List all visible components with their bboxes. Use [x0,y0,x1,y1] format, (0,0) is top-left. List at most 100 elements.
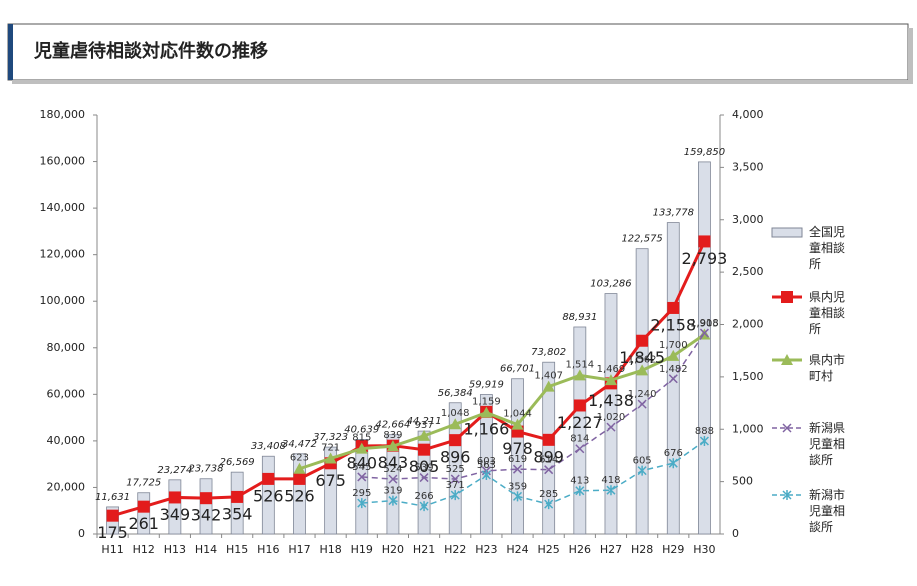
marker [418,443,431,456]
y-tick-label: 160,000 [40,155,86,168]
y-tick-label: 60,000 [47,387,86,400]
line [361,332,706,480]
x-tick-label: H17 [288,543,310,556]
data-label: 978 [502,439,533,458]
marker [449,434,462,447]
data-label: 563 [477,460,496,471]
data-label: 1,438 [588,391,634,410]
x-tick-label: H21 [413,543,435,556]
y2-tick-label: 0 [732,527,739,540]
data-label: 937 [415,420,434,431]
data-label: 159,850 [684,147,725,158]
marker [667,301,680,314]
x-tick-label: H11 [101,543,123,556]
data-label: 1,240 [628,389,657,400]
x-tick-label: H30 [693,543,715,556]
data-label: 675 [315,471,346,490]
marker [512,464,523,474]
legend-label: 全国児童相談所 [809,224,845,271]
data-label: 815 [352,433,371,444]
marker [542,380,555,392]
marker [573,399,586,412]
data-label: 285 [539,489,558,500]
data-label: 605 [633,456,652,467]
data-label: 2,158 [650,315,696,334]
y2-tick-label: 2,500 [732,265,764,278]
marker [480,406,493,418]
marker [782,423,792,433]
data-label: 1,166 [463,419,509,438]
data-label: 133,778 [653,208,694,219]
y-tick-label: 100,000 [40,294,86,307]
data-label: 413 [570,476,589,487]
data-label: 59,919 [469,380,504,391]
marker [231,490,244,503]
data-label: 545 [352,462,371,473]
data-label: 175 [97,523,128,542]
data-label: 56,384 [438,388,473,399]
marker [573,369,586,381]
data-label: 33,408 [251,441,286,452]
bar [479,394,493,535]
title: 児童虐待相談対応件数の推移 [33,40,268,62]
y-tick-label: 40,000 [47,434,86,447]
marker [699,328,709,338]
data-label: 1,514 [566,359,595,370]
marker [606,485,616,496]
marker [667,349,680,361]
marker [388,495,398,506]
data-label: 26,569 [220,457,255,468]
marker [386,440,399,452]
bar [635,248,649,535]
y2-tick-label: 3,500 [732,160,764,173]
bar [604,293,618,535]
data-label: 603 [477,456,496,467]
legend-swatch [771,227,803,238]
data-label: 839 [383,430,402,441]
y-tick-label: 120,000 [40,248,86,261]
y2-tick-label: 3,000 [732,213,764,226]
data-label: 37,323 [313,432,348,443]
data-label: 23,738 [189,464,224,475]
marker [357,472,367,482]
data-label: 721 [321,442,340,453]
bar [511,378,524,535]
data-label: 1,407 [534,371,563,382]
x-tick-label: H16 [257,543,279,556]
data-label: 899 [533,447,564,466]
data-label: 623 [290,453,309,464]
data-label: 1,020 [597,412,626,423]
marker [544,499,554,510]
x-tick-label: H26 [569,543,591,556]
marker [168,491,181,504]
data-label: 888 [695,426,714,437]
marker [575,485,585,496]
data-label: 805 [409,457,440,476]
line [361,440,705,507]
marker [668,458,678,469]
y-tick-label: 180,000 [40,108,86,121]
data-label: 1,845 [619,348,665,367]
marker [781,354,793,365]
data-label: 23,274 [157,465,192,476]
marker [575,444,585,454]
y2-tick-label: 2,000 [732,318,764,331]
data-label: 34,472 [282,439,317,450]
y2-tick-label: 1,000 [732,422,764,435]
marker [106,509,119,522]
data-label: 539 [415,463,434,474]
data-label: 1,469 [597,364,626,375]
marker [699,435,709,446]
marker [137,500,150,513]
data-label: 619 [508,454,527,465]
data-label: 1,905 [690,318,719,329]
y2-tick-label: 500 [732,475,753,488]
marker [450,474,460,484]
data-label: 319 [383,486,402,497]
legend-label: 新潟市児童相談所 [809,487,845,534]
data-label: 526 [253,486,284,505]
marker [698,235,711,248]
data-label: 17,725 [126,478,161,489]
title-box [7,23,909,81]
